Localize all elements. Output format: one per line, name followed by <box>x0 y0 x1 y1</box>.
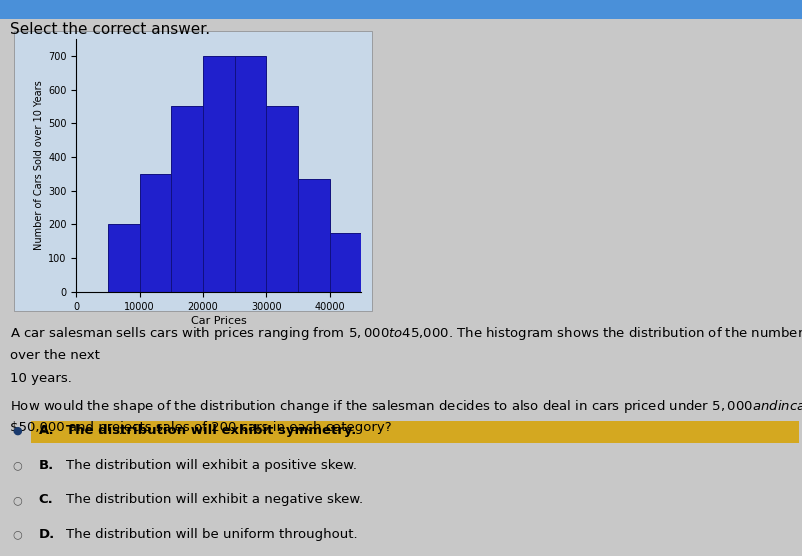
Text: Select the correct answer.: Select the correct answer. <box>10 22 209 37</box>
Text: B.: B. <box>38 459 54 472</box>
Bar <box>203 56 234 292</box>
Text: D.: D. <box>38 528 55 541</box>
Text: The distribution will exhibit a negative skew.: The distribution will exhibit a negative… <box>66 493 363 507</box>
Bar <box>234 56 266 292</box>
Bar <box>107 225 140 292</box>
Bar <box>266 106 298 292</box>
Text: ○: ○ <box>13 495 22 505</box>
Y-axis label: Number of Cars Sold over 10 Years: Number of Cars Sold over 10 Years <box>34 81 44 250</box>
Text: The distribution will be uniform throughout.: The distribution will be uniform through… <box>66 528 357 541</box>
Bar <box>330 233 361 292</box>
Text: How would the shape of the distribution change if the salesman decides to also d: How would the shape of the distribution … <box>10 398 802 415</box>
Bar <box>140 174 171 292</box>
X-axis label: Car Prices: Car Prices <box>191 316 246 326</box>
Text: 10 years.: 10 years. <box>10 372 71 385</box>
Text: The distribution will exhibit a positive skew.: The distribution will exhibit a positive… <box>66 459 356 472</box>
Text: ○: ○ <box>13 460 22 470</box>
Bar <box>171 106 203 292</box>
Text: The distribution will exhibit symmetry.: The distribution will exhibit symmetry. <box>66 424 356 438</box>
Bar <box>298 179 330 292</box>
Text: over the next: over the next <box>10 349 99 361</box>
Text: ●: ● <box>13 426 22 436</box>
Text: A car salesman sells cars with prices ranging from $5,000 to $45,000. The histog: A car salesman sells cars with prices ra… <box>10 325 802 342</box>
Text: A.: A. <box>38 424 54 438</box>
Text: C.: C. <box>38 493 53 507</box>
Text: ○: ○ <box>13 529 22 539</box>
Text: $50,000 and projects sales of 200 cars in each category?: $50,000 and projects sales of 200 cars i… <box>10 421 391 434</box>
